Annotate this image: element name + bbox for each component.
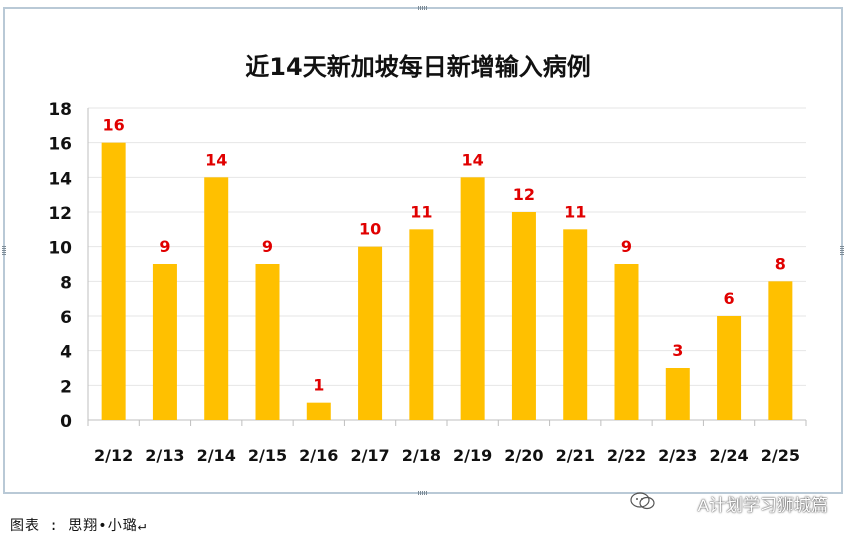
gridlines: [88, 107, 806, 386]
data-label: 6: [724, 289, 735, 308]
y-tick-label: 8: [60, 273, 72, 293]
x-tick-label: 2/23: [658, 446, 697, 465]
axes: [87, 108, 807, 426]
bar-2-14: [204, 177, 229, 420]
y-tick-labels: 0 2 4 6 8 10 12 14 16 18: [48, 100, 72, 432]
x-tick-label: 2/13: [145, 446, 184, 465]
bar-2-22: [614, 264, 639, 420]
y-tick-label: 2: [60, 377, 72, 397]
y-tick-label: 0: [60, 412, 72, 432]
x-tick-label: 2/18: [402, 446, 441, 465]
x-tick-label: 2/14: [197, 446, 236, 465]
y-tick-label: 14: [48, 169, 72, 189]
bar-2-24: [717, 316, 742, 420]
y-tick-label: 10: [48, 239, 72, 259]
y-tick-label: 18: [48, 100, 72, 120]
data-label: 14: [462, 150, 484, 169]
x-tick-label: 2/24: [709, 446, 748, 465]
figure-caption: 图表 : 思翔•小璐↵: [10, 518, 148, 534]
y-tick-label: 4: [60, 343, 72, 363]
x-tick-label: 2/12: [94, 446, 133, 465]
x-tick-label: 2/20: [504, 446, 543, 465]
resize-handle-bottom[interactable]: [418, 491, 428, 495]
x-tick-label: 2/17: [350, 446, 389, 465]
data-labels: 16 9 14 9 1 10 11 14 12 11 9 3 6 8: [103, 116, 786, 395]
resize-handle-top[interactable]: [418, 6, 428, 10]
data-label: 8: [775, 254, 786, 273]
x-tick-label: 2/25: [761, 446, 800, 465]
resize-handle-left[interactable]: [2, 245, 6, 255]
x-tick-labels: 2/12 2/13 2/14 2/15 2/16 2/17 2/18 2/19 2/20 2/21…: [94, 446, 800, 465]
x-tick-label: 2/22: [607, 446, 646, 465]
resize-handle-right[interactable]: [840, 245, 844, 255]
bars: [101, 142, 793, 420]
x-tick-label: 2/21: [556, 446, 595, 465]
data-label: 9: [621, 237, 632, 256]
y-tick-label: 16: [48, 135, 72, 155]
data-label: 1: [313, 376, 324, 395]
y-tick-label: 12: [48, 204, 72, 224]
chart-title: 近14天新加坡每日新增输入病例: [245, 53, 590, 81]
data-label: 11: [564, 202, 586, 221]
data-label: 14: [205, 150, 227, 169]
bar-2-23: [665, 368, 690, 420]
bar-2-15: [255, 264, 280, 420]
data-label: 9: [159, 237, 170, 256]
x-tick-label: 2/15: [248, 446, 287, 465]
bar-2-17: [358, 246, 383, 420]
bar-2-20: [511, 212, 536, 420]
bar-2-18: [409, 229, 434, 420]
x-tick-label: 2/16: [299, 446, 338, 465]
bar-2-12: [101, 142, 126, 420]
bar-2-21: [563, 229, 588, 420]
data-label: 3: [672, 341, 683, 360]
data-label: 12: [513, 185, 535, 204]
y-tick-label: 6: [60, 308, 72, 328]
data-label: 10: [359, 220, 381, 239]
data-label: 9: [262, 237, 273, 256]
wechat-icon: [630, 492, 655, 510]
bar-2-19: [460, 177, 485, 420]
bar-2-13: [152, 264, 177, 420]
watermark: A计划学习狮城篇: [697, 496, 828, 515]
data-label: 16: [103, 116, 125, 135]
x-tick-label: 2/19: [453, 446, 492, 465]
data-label: 11: [410, 202, 432, 221]
bar-2-16: [306, 402, 331, 420]
bar-2-25: [768, 281, 793, 420]
